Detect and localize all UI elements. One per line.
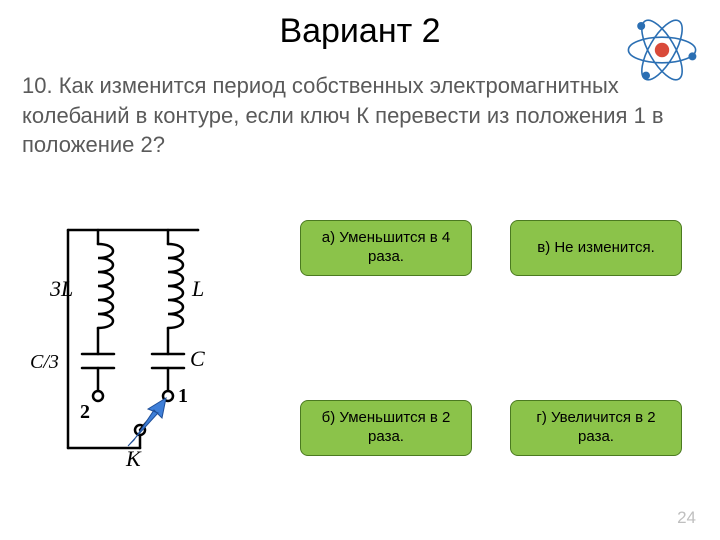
circuit-diagram: 3L L C/3 C 1 2 K: [28, 218, 238, 473]
answer-a-button[interactable]: а) Уменьшится в 4 раза.: [300, 220, 472, 276]
label-L: L: [191, 276, 204, 301]
content-area: 3L L C/3 C 1 2 K а) Уменьшится в 4 раза.…: [0, 218, 720, 498]
answer-b-button[interactable]: б) Уменьшится в 2 раза.: [300, 400, 472, 456]
answer-g-button[interactable]: г) Увеличится в 2 раза.: [510, 400, 682, 456]
label-K: K: [125, 446, 142, 471]
page-title: Вариант 2: [0, 0, 720, 51]
label-1: 1: [178, 385, 188, 407]
label-C3: C/3: [30, 351, 59, 373]
page-number: 24: [677, 508, 696, 528]
atom-icon: [622, 10, 702, 90]
answer-v-button[interactable]: в) Не изменится.: [510, 220, 682, 276]
label-3L: 3L: [49, 276, 73, 301]
label-C: C: [190, 346, 205, 371]
question-text: 10. Как изменится период собственных эле…: [0, 51, 720, 168]
label-2: 2: [80, 401, 90, 423]
